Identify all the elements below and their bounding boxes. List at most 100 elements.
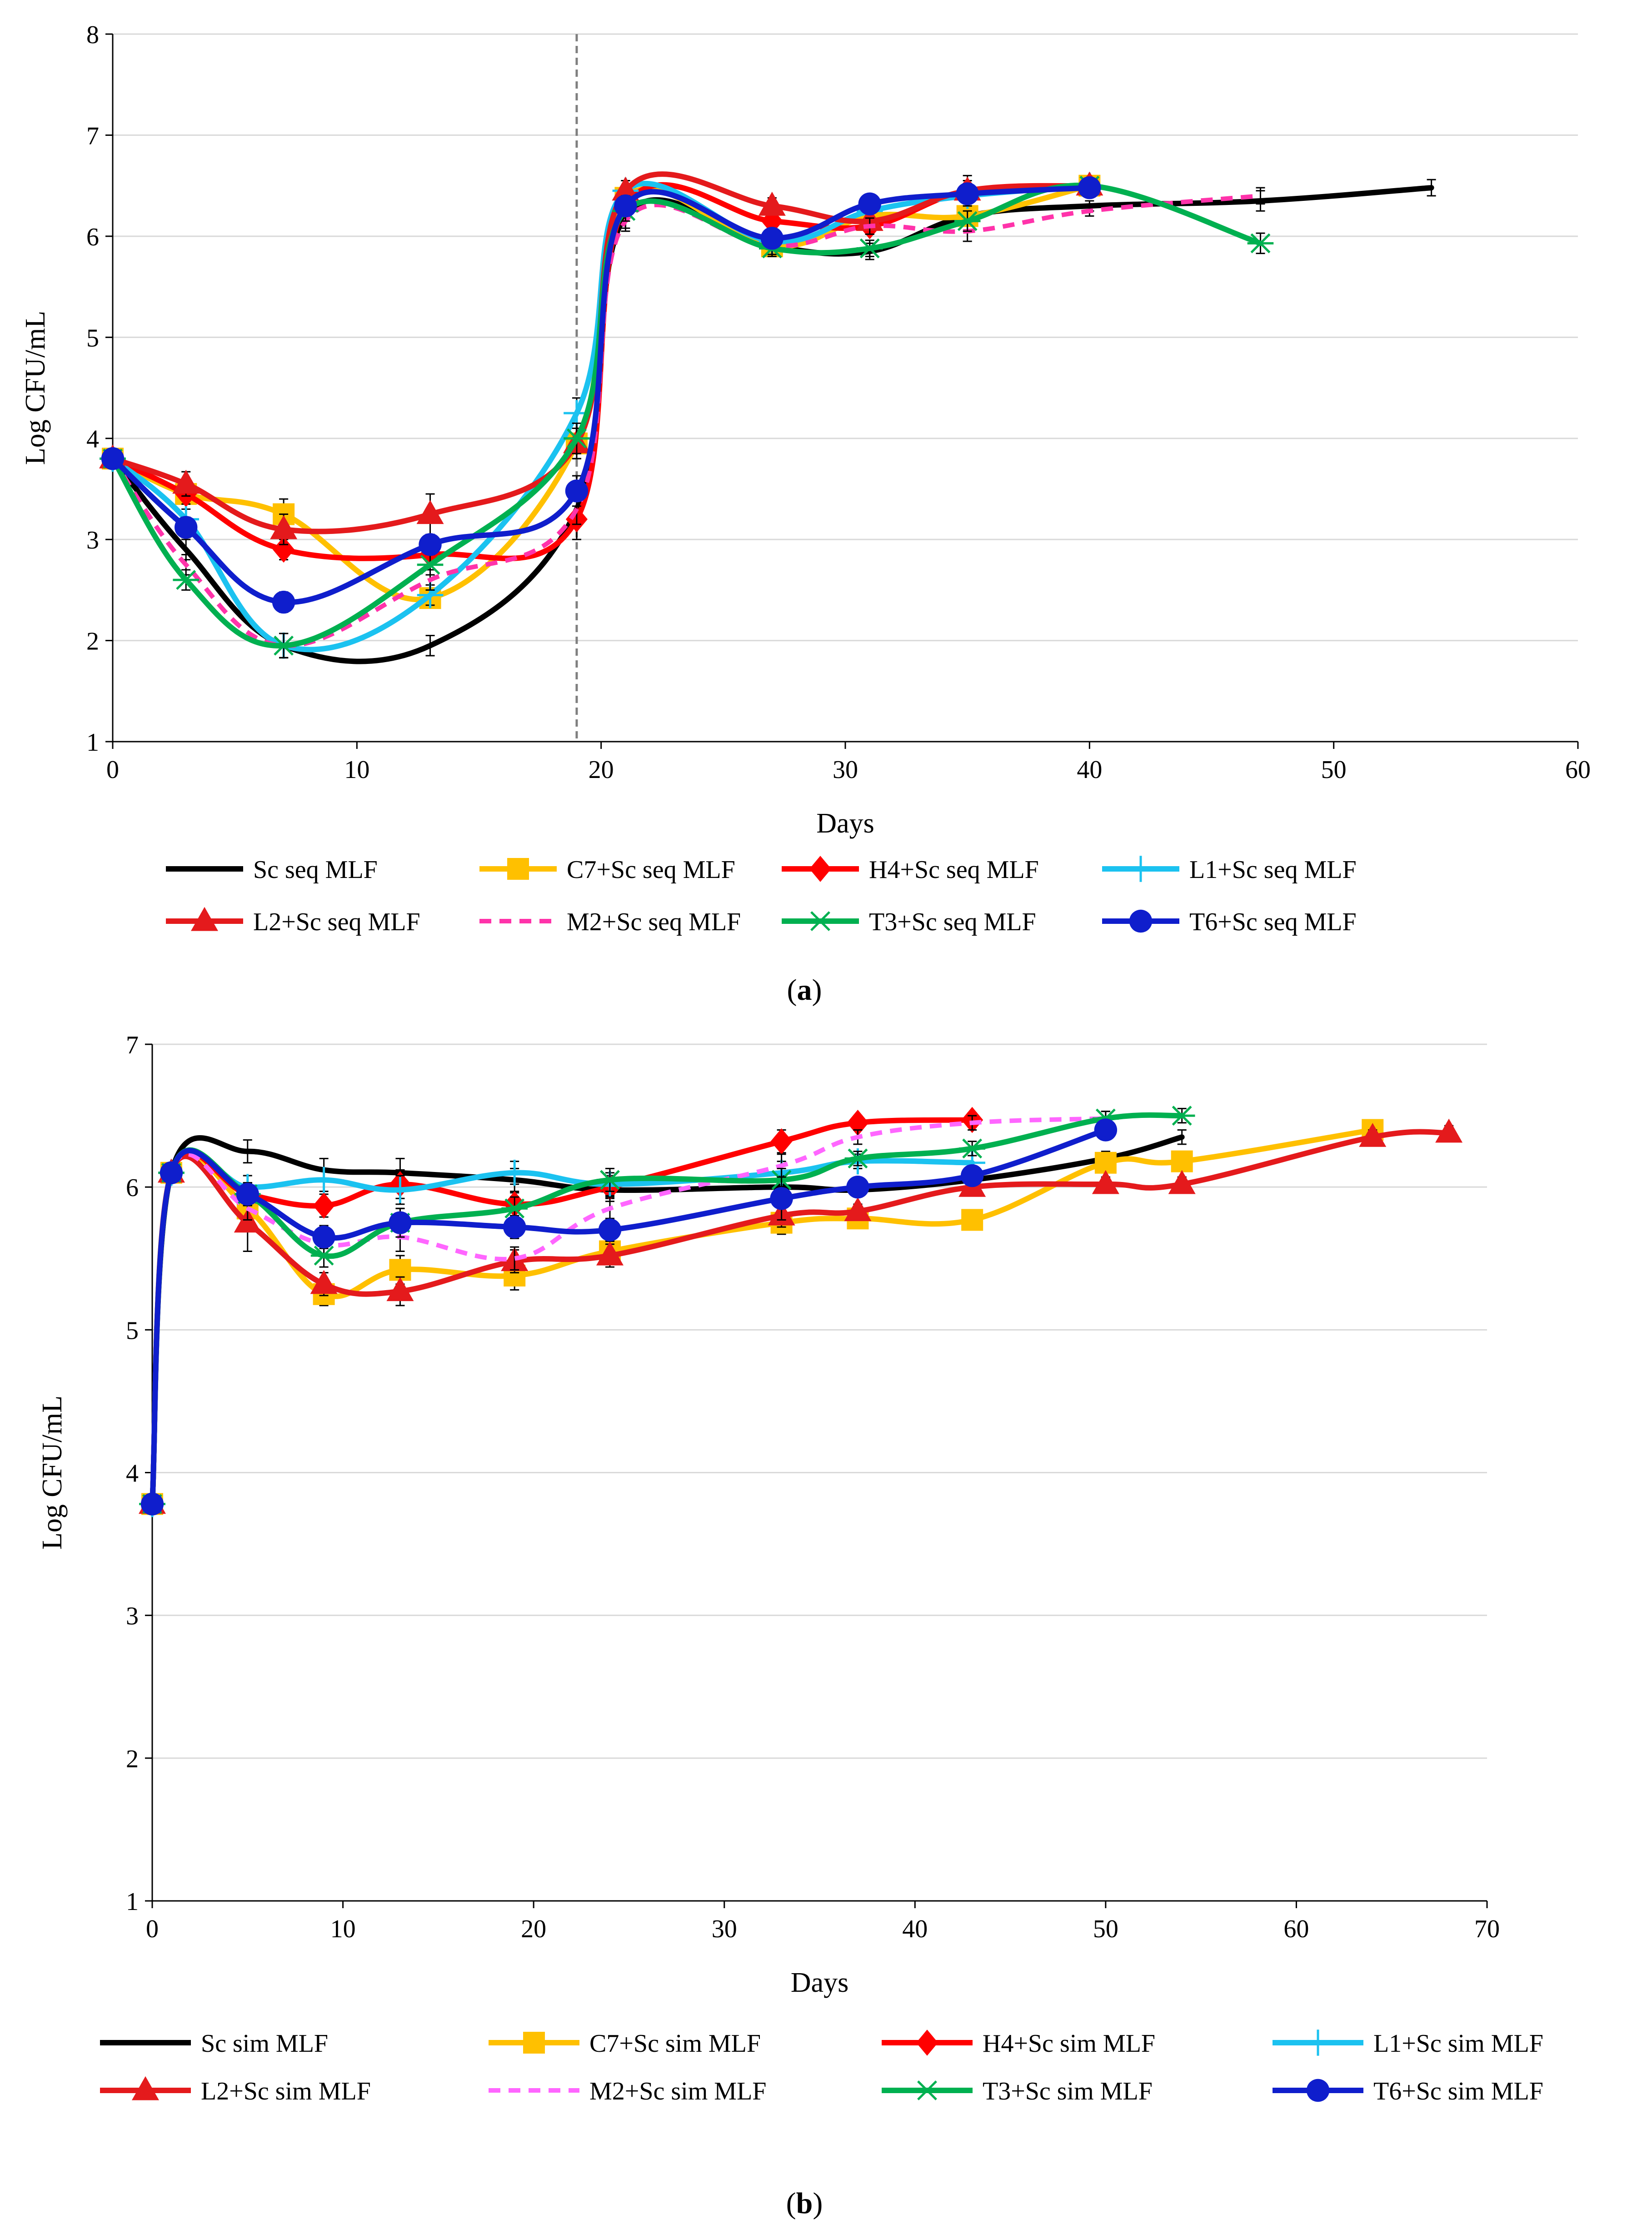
series-line xyxy=(110,193,1261,648)
data-point xyxy=(1247,233,1274,254)
legend-marker xyxy=(191,907,218,931)
x-tick-label: 40 xyxy=(1077,756,1102,784)
legend-label: H4+Sc seq MLF xyxy=(869,856,1039,884)
x-tick-label: 70 xyxy=(1474,1915,1500,1943)
legend-label: L2+Sc sim MLF xyxy=(201,2077,371,2105)
data-point xyxy=(1171,1150,1193,1172)
data-point xyxy=(272,590,295,614)
data-point xyxy=(386,1277,414,1302)
data-point xyxy=(160,1161,183,1184)
y-tick-label: 6 xyxy=(126,1174,139,1202)
y-axis-title: Log CFU/mL xyxy=(20,311,51,465)
data-point xyxy=(564,428,590,449)
legend-item-t3-sc-seq-mlf: T3+Sc seq MLF xyxy=(782,908,1036,936)
legend-marker xyxy=(916,2030,938,2056)
y-tick-label: 2 xyxy=(126,1745,139,1773)
series-l1-sc-seq-mlf xyxy=(100,172,1103,659)
data-point xyxy=(596,1241,624,1266)
data-point xyxy=(856,238,883,259)
series-line xyxy=(150,1147,975,1507)
data-point xyxy=(236,1182,259,1206)
legend-marker xyxy=(1305,2030,1331,2056)
x-tick-label: 30 xyxy=(833,756,858,784)
y-tick-label: 1 xyxy=(86,728,99,757)
data-point xyxy=(846,1175,869,1199)
legend-label: L2+Sc seq MLF xyxy=(253,908,420,936)
y-tick-label: 1 xyxy=(126,1888,139,1916)
series-l2-sc-sim-mlf xyxy=(139,1118,1463,1514)
y-tick-label: 7 xyxy=(86,122,99,150)
x-tick-label: 0 xyxy=(106,756,119,784)
x-tick-label: 10 xyxy=(344,756,369,784)
y-tick-label: 5 xyxy=(86,324,99,352)
x-tick-label: 60 xyxy=(1565,756,1591,784)
data-point xyxy=(760,227,784,250)
y-tick-label: 8 xyxy=(86,21,99,49)
data-point xyxy=(844,1197,872,1222)
data-point xyxy=(961,1209,983,1231)
data-point xyxy=(1359,1123,1387,1147)
data-point xyxy=(389,1211,412,1234)
data-point xyxy=(770,1187,793,1210)
data-point xyxy=(758,191,786,216)
x-tick-label: 0 xyxy=(146,1915,159,1943)
data-point xyxy=(312,1225,335,1249)
legend-item-l1-sc-seq-mlf: L1+Sc seq MLF xyxy=(1102,856,1357,884)
data-point xyxy=(503,1215,526,1239)
data-point xyxy=(417,554,444,575)
series-t3-sc-seq-mlf xyxy=(100,175,1274,658)
legend-item-m2-sc-sim-mlf: M2+Sc sim MLF xyxy=(489,2077,766,2105)
data-point xyxy=(419,533,442,556)
y-tick-label: 4 xyxy=(86,425,99,454)
legend-item-c7-sc-sim-mlf: C7+Sc sim MLF xyxy=(489,2030,761,2058)
series-line xyxy=(150,1127,1108,1507)
error-bar xyxy=(1256,187,1265,205)
data-point xyxy=(270,635,297,656)
data-point xyxy=(173,570,199,590)
legend-item-l2-sc-seq-mlf: L2+Sc seq MLF xyxy=(166,907,420,936)
series-t3-sc-sim-mlf xyxy=(139,1106,1195,1514)
data-point xyxy=(175,516,198,539)
legend-marker xyxy=(807,911,833,931)
data-point xyxy=(1094,1118,1118,1142)
legend-item-l2-sc-sim-mlf: L2+Sc sim MLF xyxy=(100,2076,371,2105)
data-point xyxy=(387,1177,414,1203)
y-tick-label: 5 xyxy=(126,1316,139,1345)
legend: Sc seq MLF C7+Sc seq MLF H4+Sc seq MLF L1+S… xyxy=(166,856,1357,936)
legend-label: L1+Sc seq MLF xyxy=(1189,856,1357,884)
data-point xyxy=(1168,1170,1196,1194)
legend-label: M2+Sc seq MLF xyxy=(567,908,741,936)
panel-b-chart: 0 10 20 30 40 50 60 70 1 2 3 4 5 6 7 Days Log CFU/mL Sc s… xyxy=(37,1031,1543,2105)
data-point xyxy=(960,1164,984,1187)
legend-item-h4-sc-sim-mlf: H4+Sc sim MLF xyxy=(882,2030,1155,2058)
y-tick-label: 2 xyxy=(86,628,99,656)
y-tick-label: 3 xyxy=(126,1602,139,1631)
series-line xyxy=(150,1129,1452,1507)
y-tick-label: 4 xyxy=(126,1460,139,1488)
data-point xyxy=(416,500,444,524)
data-point xyxy=(101,447,125,470)
panel-b-letter: b xyxy=(796,2187,813,2220)
y-tick-label: 6 xyxy=(86,223,99,251)
legend-marker xyxy=(1128,856,1154,882)
legend-label: T3+Sc sim MLF xyxy=(983,2077,1153,2105)
data-point xyxy=(501,1198,528,1219)
data-point xyxy=(1168,1106,1195,1126)
x-tick-label: 60 xyxy=(1283,1915,1309,1943)
data-point xyxy=(313,1192,335,1219)
x-tick-label: 50 xyxy=(1321,756,1347,784)
legend-item-sc-sim-mlf: Sc sim MLF xyxy=(100,2030,328,2058)
data-point xyxy=(310,1246,337,1266)
data-point xyxy=(598,1218,622,1242)
legend-label: Sc seq MLF xyxy=(253,856,378,884)
data-point xyxy=(310,1270,338,1294)
legend-item-sc-seq-mlf: Sc seq MLF xyxy=(166,856,378,884)
legend-label: T6+Sc seq MLF xyxy=(1189,908,1357,936)
legend-marker xyxy=(523,2032,545,2054)
legend-item-m2-sc-seq-mlf: M2+Sc seq MLF xyxy=(479,908,741,936)
series-m2-sc-seq-mlf xyxy=(108,187,1265,658)
data-point xyxy=(954,211,981,231)
x-tick-label: 30 xyxy=(712,1915,737,1943)
data-point xyxy=(1435,1118,1463,1143)
